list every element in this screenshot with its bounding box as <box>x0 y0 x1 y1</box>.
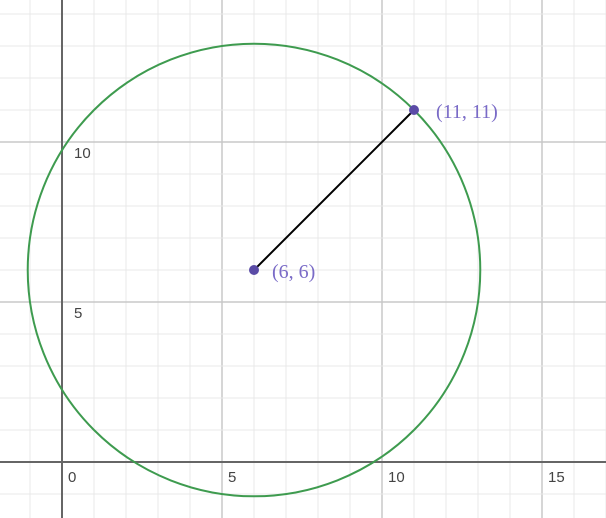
x-tick-label: 0 <box>68 469 76 486</box>
x-tick-label: 15 <box>548 469 565 486</box>
point-marker <box>409 105 419 115</box>
chart-svg: 0 5 10 15 5 10 15 (6, 6) (11, 11) <box>0 0 606 518</box>
x-tick-label: 10 <box>388 469 405 486</box>
point-marker <box>249 265 259 275</box>
point-label: (11, 11) <box>436 101 498 123</box>
point-label: (6, 6) <box>272 261 315 283</box>
y-tick-label: 10 <box>74 145 91 162</box>
x-tick-label: 5 <box>228 469 236 486</box>
y-tick-label: 15 <box>74 0 91 2</box>
y-tick-label: 5 <box>74 305 82 322</box>
coordinate-chart: 0 5 10 15 5 10 15 (6, 6) (11, 11) <box>0 0 606 518</box>
